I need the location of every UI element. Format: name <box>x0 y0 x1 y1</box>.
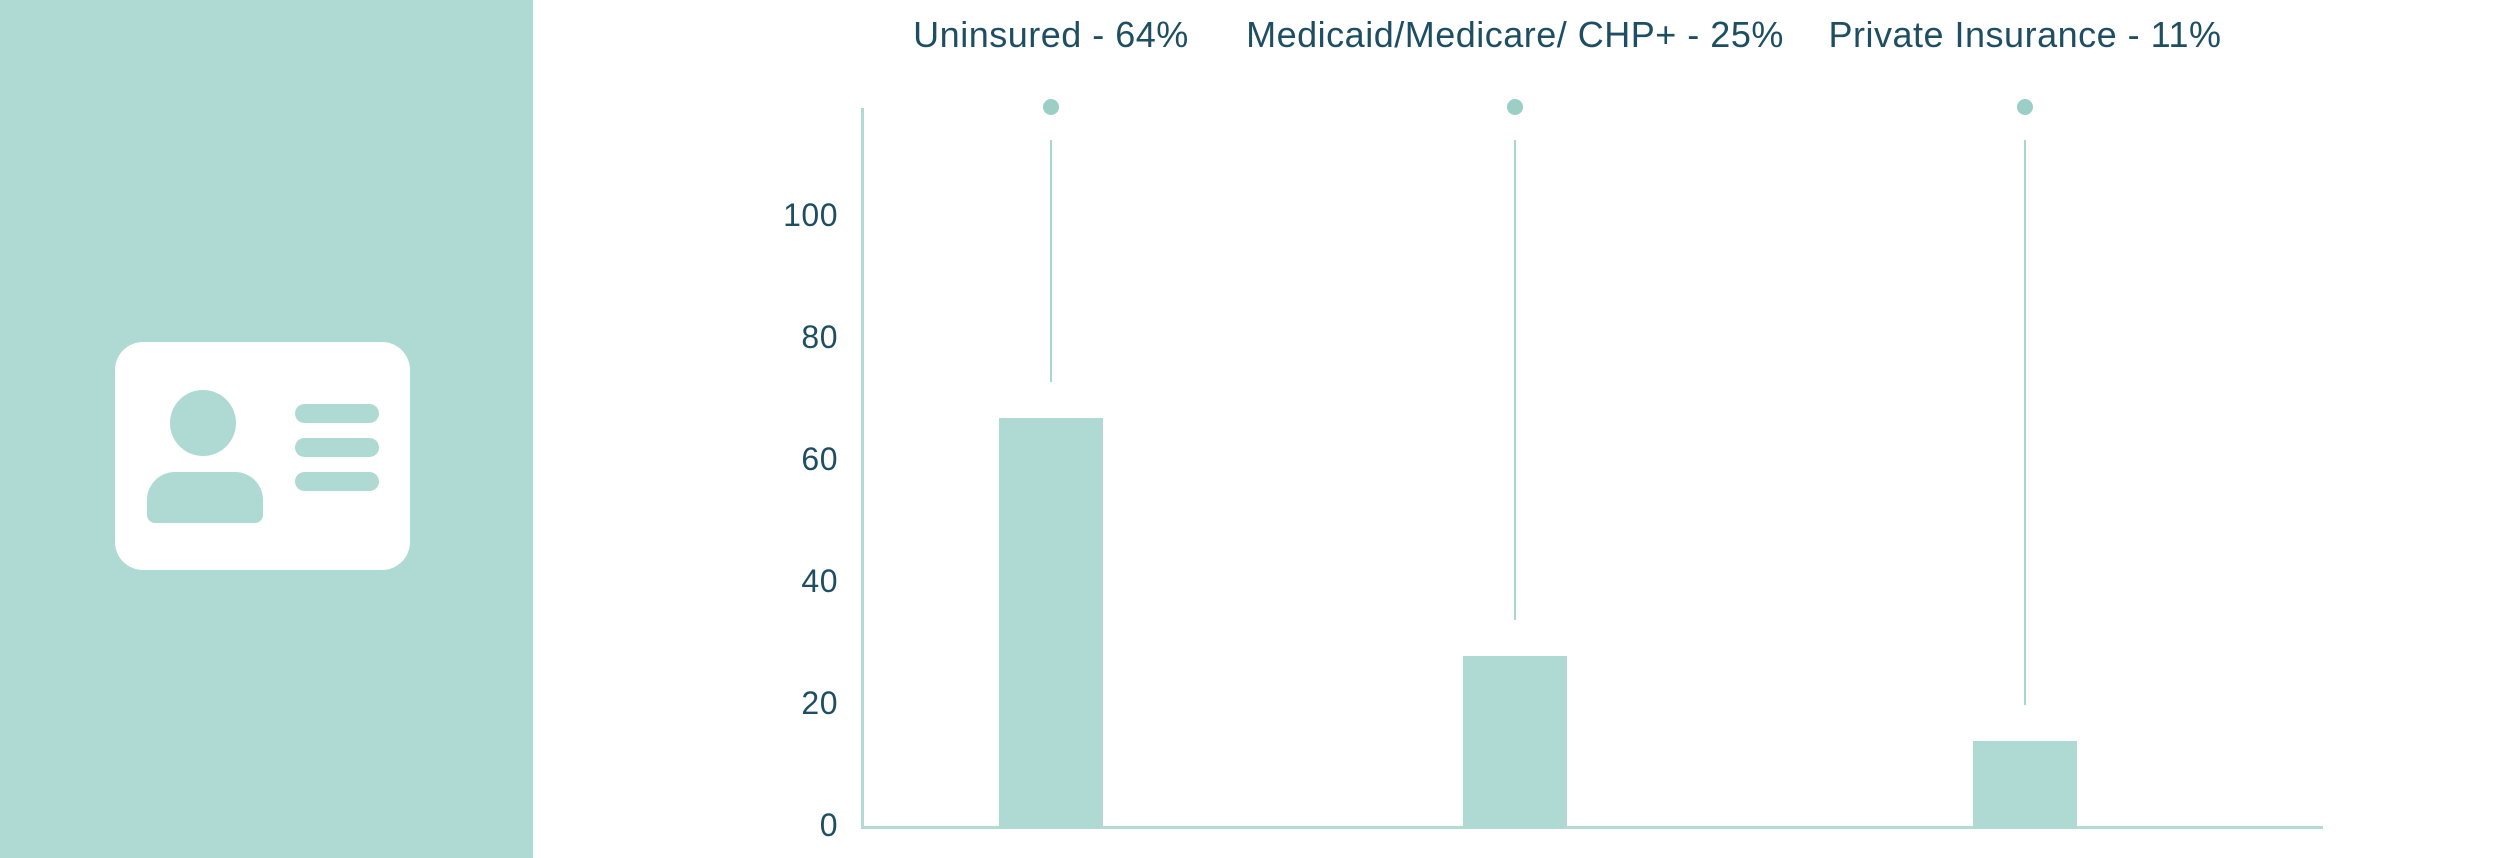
id-card-icon <box>115 342 410 570</box>
teal-side-panel <box>0 0 533 858</box>
card-text-line-1 <box>295 404 379 423</box>
drop-line-1 <box>1050 140 1052 382</box>
drop-line-3 <box>2024 140 2026 705</box>
y-tick-label-20: 20 <box>801 685 838 721</box>
column-label-3: Private Insurance - 11% <box>1828 14 2222 55</box>
column-label-1: Uninsured - 64% <box>913 14 1189 55</box>
column-label-2: Medicaid/Medicare/ CHP+ - 25% <box>1246 14 1784 55</box>
bar-private-insurance <box>1973 740 2077 828</box>
y-tick-label-40: 40 <box>801 563 838 599</box>
marker-dot-3 <box>2017 99 2033 115</box>
y-axis-line <box>861 108 864 829</box>
y-tick-label-80: 80 <box>801 319 838 355</box>
card-text-line-2 <box>295 438 379 457</box>
drop-line-2 <box>1514 140 1516 620</box>
marker-dot-1 <box>1043 99 1059 115</box>
person-head-glyph <box>170 390 236 456</box>
y-tick-label-0: 0 <box>819 807 838 843</box>
y-tick-label-60: 60 <box>801 441 838 477</box>
bar-medicaid-medicare-chp- <box>1463 655 1567 828</box>
person-shoulders-glyph <box>147 472 263 523</box>
y-tick-label-100: 100 <box>783 197 838 233</box>
bar-uninsured <box>999 417 1103 828</box>
marker-dot-2 <box>1507 99 1523 115</box>
card-text-line-3 <box>295 472 379 491</box>
x-axis-line <box>861 826 2323 829</box>
